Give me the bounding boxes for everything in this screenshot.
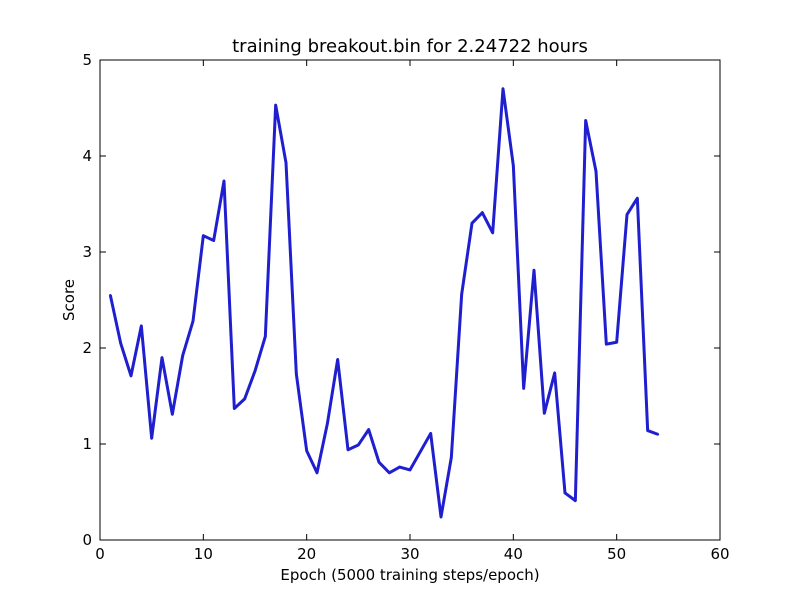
score-data-point bbox=[377, 461, 381, 464]
score-data-point bbox=[109, 294, 112, 297]
score-data-point bbox=[553, 371, 556, 375]
chart-title: training breakout.bin for 2.24722 hours bbox=[232, 36, 588, 57]
score-data-point bbox=[119, 342, 122, 345]
score-data-point bbox=[150, 437, 153, 440]
x-axis-label: Epoch (5000 training steps/epoch) bbox=[280, 566, 539, 584]
score-data-point bbox=[605, 342, 608, 346]
y-tick-label: 1 bbox=[82, 435, 92, 453]
y-tick-label: 4 bbox=[82, 147, 92, 165]
x-tick-label: 0 bbox=[95, 545, 105, 563]
score-data-point bbox=[419, 450, 422, 453]
score-data-point bbox=[357, 443, 360, 447]
score-data-point bbox=[243, 397, 246, 401]
score-data-point bbox=[584, 119, 587, 122]
score-data-point bbox=[346, 448, 350, 451]
plot-area bbox=[99, 59, 721, 541]
y-tick-label: 3 bbox=[82, 243, 92, 261]
series-layer bbox=[108, 87, 660, 519]
score-data-point bbox=[367, 428, 370, 431]
score-data-point bbox=[274, 103, 277, 107]
score-data-point bbox=[171, 413, 174, 416]
score-data-point bbox=[501, 87, 505, 91]
score-data-point bbox=[191, 319, 195, 323]
score-data-point bbox=[129, 374, 133, 378]
score-data-point bbox=[450, 456, 453, 459]
score-data-point bbox=[615, 341, 618, 344]
score-data-point bbox=[470, 222, 474, 225]
x-tick-label: 30 bbox=[400, 545, 419, 563]
plot-frame bbox=[99, 59, 721, 541]
score-data-point bbox=[233, 407, 236, 410]
score-data-point bbox=[315, 471, 319, 474]
ticks-layer: 0 10 20 30 40 50 60 0 1 2 3 4 5 bbox=[82, 51, 729, 563]
score-data-point bbox=[625, 213, 629, 216]
y-tick-label: 2 bbox=[82, 339, 92, 357]
score-data-point bbox=[222, 179, 226, 183]
x-tick-label: 60 bbox=[710, 545, 729, 563]
x-tick-label: 40 bbox=[504, 545, 523, 563]
score-data-point bbox=[646, 429, 649, 432]
x-tick-label: 20 bbox=[297, 545, 316, 563]
score-data-point bbox=[212, 239, 215, 242]
score-data-point bbox=[305, 449, 308, 452]
score-data-point bbox=[656, 433, 660, 436]
score-data-point bbox=[388, 471, 391, 474]
score-data-point bbox=[594, 170, 598, 173]
score-data-point bbox=[636, 197, 639, 200]
score-data-point bbox=[181, 354, 184, 357]
score-data-point bbox=[398, 465, 401, 469]
score-data-point bbox=[543, 412, 546, 415]
score-data-point bbox=[264, 335, 267, 338]
score-data-point bbox=[522, 387, 525, 390]
score-data-point bbox=[326, 422, 329, 426]
score-data-point bbox=[408, 468, 412, 472]
score-data-point bbox=[563, 491, 567, 495]
score-data-point bbox=[160, 356, 164, 359]
score-data-point bbox=[532, 269, 536, 272]
x-tick-label: 10 bbox=[194, 545, 213, 563]
score-data-point bbox=[460, 293, 463, 296]
score-data-point bbox=[512, 164, 515, 167]
y-axis-label: Score bbox=[60, 279, 78, 321]
y-tick-label: 5 bbox=[82, 51, 92, 69]
score-data-point bbox=[439, 515, 443, 519]
y-tick-label: 0 bbox=[82, 531, 92, 549]
score-data-point bbox=[491, 231, 494, 234]
x-tick-label: 50 bbox=[607, 545, 626, 563]
score-series-line bbox=[108, 87, 659, 519]
score-data-point bbox=[253, 369, 257, 373]
score-data-point bbox=[295, 372, 298, 376]
score-data-point bbox=[140, 324, 143, 328]
score-data-point bbox=[202, 234, 205, 237]
score-data-point bbox=[481, 211, 484, 214]
score-data-point bbox=[574, 499, 577, 502]
score-data-point bbox=[336, 358, 339, 361]
score-data-point bbox=[284, 161, 288, 164]
score-data-point bbox=[429, 432, 432, 435]
